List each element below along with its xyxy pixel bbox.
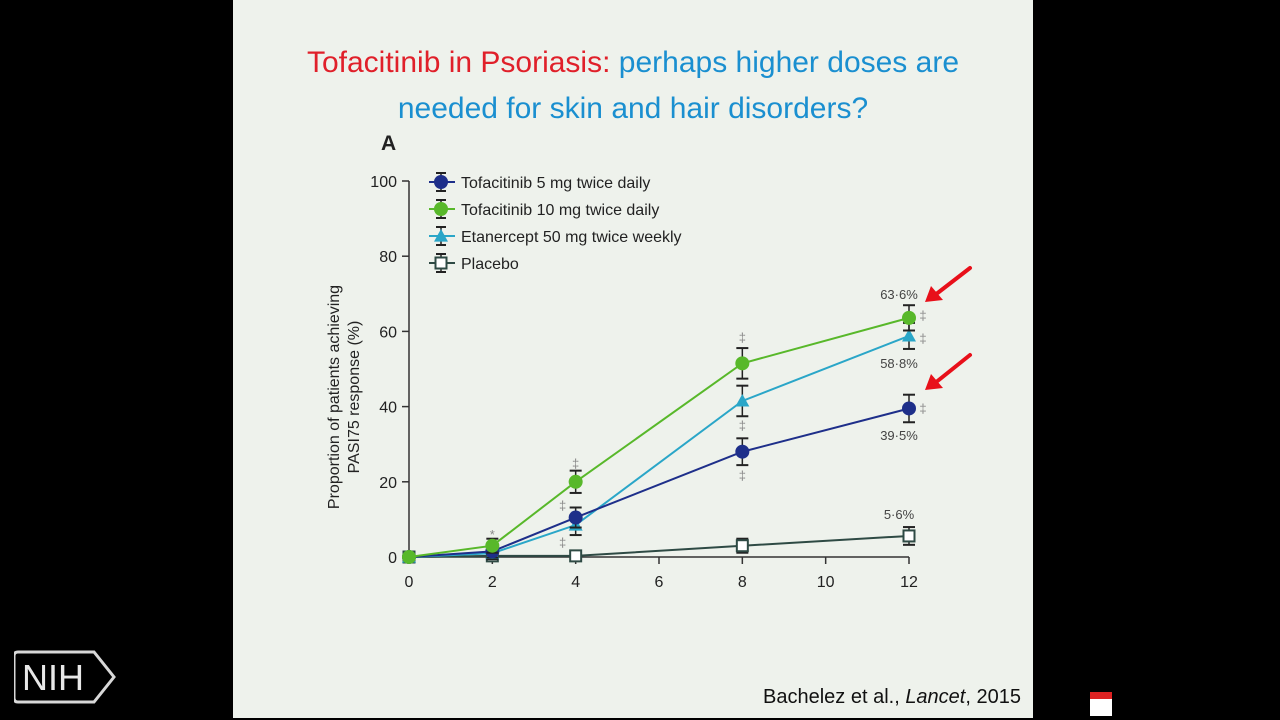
y-axis-label-line1: Proportion of patients achieving: [326, 285, 343, 509]
end-value-label: 39·5%: [880, 428, 918, 443]
red-arrow: [925, 353, 972, 390]
x-tick-label: 8: [738, 574, 747, 591]
legend-marker: [434, 175, 448, 189]
arrow-shaft: [933, 353, 972, 385]
series-2: [402, 321, 916, 563]
slide-title-line1: Tofacitinib in Psoriasis: perhaps higher…: [233, 42, 1033, 84]
x-tick-label: 12: [900, 574, 918, 591]
end-value-label: 5·6%: [884, 507, 915, 522]
slide: Tofacitinib in Psoriasis: perhaps higher…: [233, 0, 1033, 718]
end-value-label: 63·6%: [880, 287, 918, 302]
citation-year: , 2015: [965, 686, 1021, 708]
data-point: [735, 444, 750, 459]
series-0: [402, 393, 916, 564]
data-point: [735, 393, 750, 407]
data-point: [902, 328, 916, 342]
title-drug-text: Tofacitinib in Psoriasis:: [306, 46, 611, 79]
legend-label: Tofacitinib 5 mg twice daily: [461, 175, 650, 192]
y-axis-label-line2: PASI75 response (%): [346, 321, 363, 474]
data-point: [902, 529, 916, 543]
legend-item-0: Tofacitinib 5 mg twice daily: [429, 172, 650, 192]
nih-logo: NIH: [14, 650, 116, 704]
data-point: [569, 549, 583, 563]
significance-mark: ‡: [559, 535, 566, 550]
legend-marker: [434, 256, 448, 270]
x-tick-label: 4: [571, 574, 580, 591]
title-question-text: perhaps higher doses are: [618, 46, 960, 79]
significance-mark: ‡: [739, 468, 746, 483]
significance-mark: ‡: [572, 456, 579, 471]
y-tick-label: 100: [370, 174, 397, 191]
legend-item-1: Tofacitinib 10 mg twice daily: [429, 199, 659, 219]
arrow-head: [925, 286, 943, 302]
citation-authors: Bachelez et al.,: [763, 686, 906, 708]
legend-item-3: Placebo: [429, 253, 519, 273]
y-tick-label: 40: [379, 400, 397, 417]
chart-legend: Tofacitinib 5 mg twice daily Tofacitinib …: [429, 172, 682, 273]
significance-mark: ‡: [559, 498, 566, 513]
legend-marker: [434, 229, 448, 242]
citation: Bachelez et al., Lancet, 2015: [763, 686, 1021, 709]
legend-marker: [434, 202, 448, 216]
panel-letter: A: [381, 132, 397, 155]
chart-labels: 63·6% 58·8% 39·5% 5·6% * ‡ ‡ ‡ ‡ ‡ ‡ ‡ ‡ ‡: [490, 287, 927, 550]
data-point: [735, 539, 749, 553]
legend-label: Placebo: [461, 256, 519, 273]
significance-mark: ‡: [919, 401, 926, 416]
x-tick-label: 0: [405, 574, 414, 591]
pasi75-line-chart: 0 20 40 60 80 100 0 2 4 6 8 10 12 Proportion of patie…: [326, 172, 972, 591]
y-tick-label: 80: [379, 249, 397, 266]
data-point: [485, 538, 500, 553]
data-point: [568, 510, 583, 525]
citation-journal: Lancet: [905, 686, 966, 708]
nih-logo-text: NIH: [22, 657, 84, 698]
legend-label: Tofacitinib 10 mg twice daily: [461, 202, 659, 219]
arrow-head: [925, 374, 943, 390]
x-tick-label: 10: [817, 574, 835, 591]
series-line: [408, 316, 910, 558]
arrow-shaft: [933, 266, 972, 297]
data-point: [568, 474, 583, 489]
data-point: [402, 550, 416, 564]
legend-label: Etanercept 50 mg twice weekly: [461, 229, 682, 246]
x-tick-label: 2: [488, 574, 497, 591]
data-point: [902, 310, 916, 325]
presentation-icon[interactable]: [1090, 692, 1112, 716]
chart-series: [402, 304, 916, 564]
significance-mark: ‡: [919, 308, 926, 323]
series-1: [402, 304, 916, 564]
x-tick-label: 6: [655, 574, 664, 591]
y-tick-label: 20: [379, 475, 397, 492]
significance-mark: ‡: [739, 330, 746, 345]
series-line: [408, 334, 910, 558]
legend-item-2: Etanercept 50 mg twice weekly: [429, 226, 682, 246]
end-value-label: 58·8%: [880, 356, 918, 371]
data-point: [735, 356, 750, 371]
significance-mark: ‡: [919, 331, 926, 346]
y-axis-label: Proportion of patients achieving PASI75 r…: [326, 285, 363, 509]
chart-axes: 0 20 40 60 80 100 0 2 4 6 8 10 12 Proportion of patie…: [326, 174, 918, 591]
significance-mark: ‡: [739, 418, 746, 433]
series-line: [408, 407, 910, 558]
y-tick-label: 60: [379, 324, 397, 341]
red-arrow: [925, 266, 972, 302]
y-tick-label: 0: [388, 550, 397, 567]
highlight-arrows: [925, 266, 972, 390]
slide-title-line2: needed for skin and hair disorders?: [397, 92, 869, 125]
significance-mark: *: [490, 527, 495, 542]
data-point: [902, 401, 916, 416]
